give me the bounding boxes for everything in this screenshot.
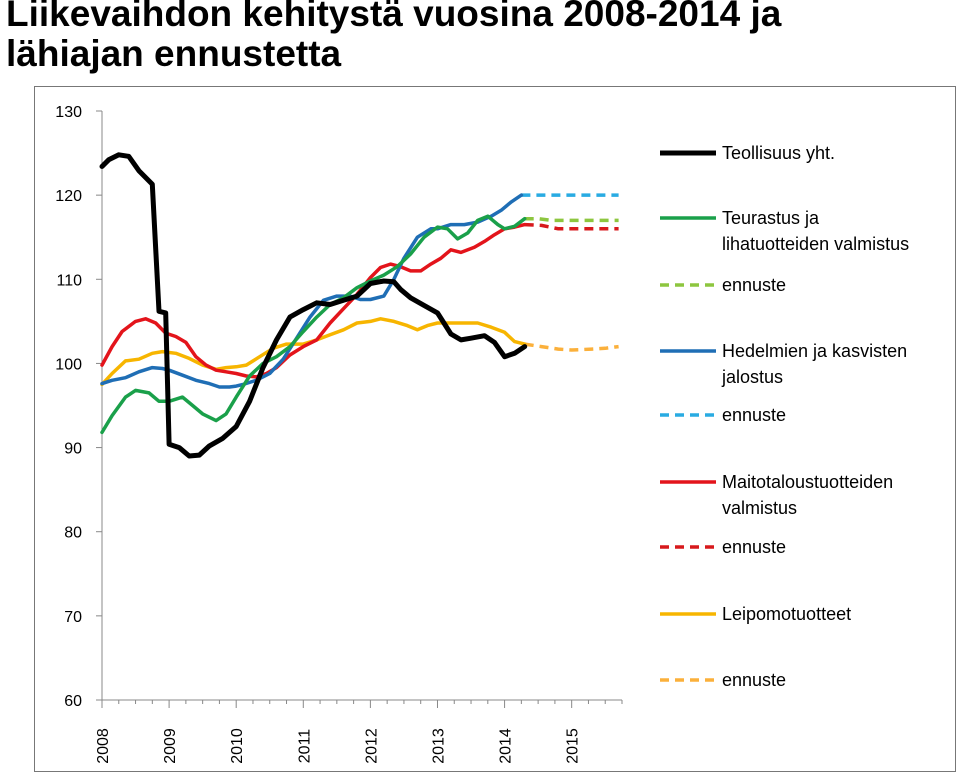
x-tick-label: 2012 bbox=[363, 728, 380, 764]
legend-label-3: Hedelmien ja kasvisten bbox=[722, 341, 907, 361]
x-tick-label: 2011 bbox=[296, 729, 313, 764]
legend-label-2: ennuste bbox=[722, 275, 786, 295]
chart-series-lines bbox=[99, 152, 619, 459]
chart-legend: Teollisuus yht. Teurastus ja lihatuotteide… bbox=[660, 143, 909, 690]
x-tick-label: 2014 bbox=[498, 728, 515, 764]
legend-label-5: Maitotaloustuotteiden bbox=[722, 472, 893, 492]
series-line-0 bbox=[99, 152, 528, 459]
legend-label-3: jalostus bbox=[721, 367, 783, 387]
series-line-6 bbox=[524, 222, 619, 231]
legend-label-6: ennuste bbox=[722, 537, 786, 557]
chart-axes: 60 70 80 90 100 110 120 130 2008 2009 2010 2011 2012… bbox=[55, 104, 623, 764]
x-tick-label: 2010 bbox=[229, 728, 246, 764]
legend-label-5: valmistus bbox=[722, 498, 797, 518]
series-line-5 bbox=[100, 222, 527, 379]
y-tick-label: 70 bbox=[64, 609, 82, 626]
legend-label-4: ennuste bbox=[722, 405, 786, 425]
legend-label-1: Teurastus ja bbox=[722, 208, 820, 228]
x-tick-label: 2008 bbox=[95, 728, 112, 764]
chart-frame bbox=[34, 86, 956, 772]
y-tick-label: 90 bbox=[64, 441, 82, 458]
x-tick-label: 2009 bbox=[162, 728, 179, 764]
x-tick-label: 2015 bbox=[565, 728, 582, 764]
series-line-8 bbox=[524, 342, 619, 352]
chart-title-line-2: lähiajan ennustetta bbox=[6, 33, 342, 74]
series-line-2 bbox=[524, 216, 619, 223]
y-tick-label: 80 bbox=[64, 525, 82, 542]
y-tick-label: 130 bbox=[55, 104, 82, 121]
chart-title-line-1: Liikevaihdon kehitystä vuosina 2008-2014… bbox=[6, 0, 782, 34]
y-tick-label: 100 bbox=[55, 356, 82, 373]
y-tick-label: 60 bbox=[64, 693, 82, 710]
legend-label-0: Teollisuus yht. bbox=[722, 143, 835, 163]
y-tick-label: 120 bbox=[55, 188, 82, 205]
x-tick-label: 2013 bbox=[430, 728, 447, 764]
legend-label-8: ennuste bbox=[722, 670, 786, 690]
legend-label-1: lihatuotteiden valmistus bbox=[722, 234, 909, 254]
y-tick-label: 110 bbox=[56, 272, 82, 289]
chart-title: Liikevaihdon kehitystä vuosina 2008-2014… bbox=[6, 0, 956, 74]
legend-label-7: Leipomotuotteet bbox=[722, 604, 851, 624]
